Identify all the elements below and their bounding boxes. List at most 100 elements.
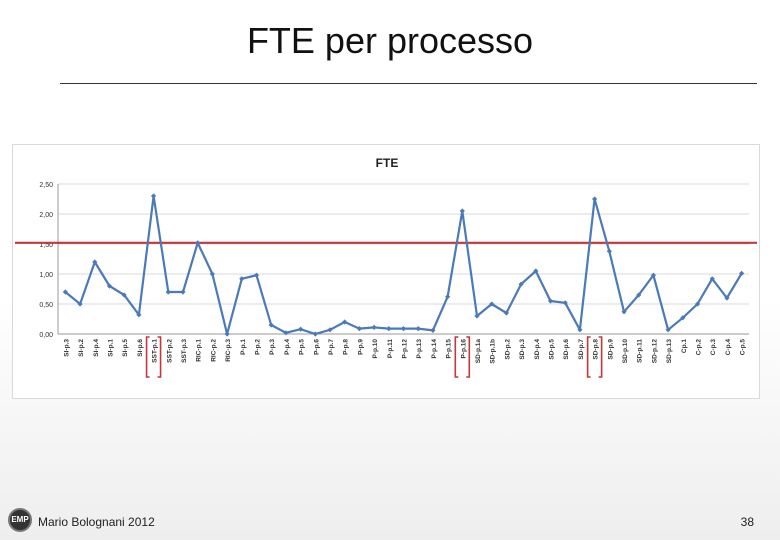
y-tick-label: 0,00 bbox=[39, 332, 53, 339]
data-point bbox=[400, 326, 407, 332]
x-tick-label: RIC-p.3 bbox=[225, 339, 232, 362]
data-point bbox=[268, 322, 274, 328]
x-tick-label: P-p.1 bbox=[240, 339, 247, 355]
x-tick-label: C-p.3 bbox=[710, 339, 717, 356]
x-tick-label: SST-p.1 bbox=[152, 339, 159, 363]
y-tick-label: 1,50 bbox=[39, 242, 53, 249]
x-tick-label: P-p.14 bbox=[431, 339, 438, 359]
x-tick-label: C-p.2 bbox=[696, 339, 703, 356]
x-tick-label: P-p.2 bbox=[254, 339, 261, 355]
page-number: 38 bbox=[740, 515, 754, 529]
x-tick-label: SD-p.3 bbox=[519, 339, 526, 360]
data-point bbox=[371, 324, 377, 330]
data-point bbox=[62, 289, 68, 295]
x-tick-label: SD-p.8 bbox=[593, 339, 600, 360]
y-tick-label: 0,50 bbox=[39, 302, 53, 309]
data-point bbox=[592, 196, 598, 202]
series-points bbox=[62, 193, 745, 337]
data-point bbox=[106, 283, 113, 289]
x-tick-label: SD-p.9 bbox=[607, 339, 614, 360]
y-tick-label: 1,00 bbox=[39, 272, 53, 279]
series-line-layer bbox=[64, 194, 743, 336]
x-tick-label: SI-p.4 bbox=[93, 339, 100, 357]
x-tick-label: Cp.1 bbox=[681, 339, 688, 353]
x-tick-label: SD-p.13 bbox=[666, 339, 673, 364]
x-tick-label: P-p.10 bbox=[372, 339, 379, 359]
data-point bbox=[533, 268, 539, 274]
fte-chart: FTE 0,00 0,50 1,00 1,50 2,00 2,50 SI-p.3 SI-p.… bbox=[12, 144, 760, 399]
y-axis-ticks: 0,00 0,50 1,00 1,50 2,00 2,50 bbox=[39, 182, 53, 339]
emp-logo: EMP bbox=[8, 508, 32, 532]
x-tick-label: SD-p.12 bbox=[651, 339, 658, 364]
x-tick-label: SD-p.6 bbox=[563, 339, 570, 360]
highlight-bracket-right bbox=[598, 336, 603, 378]
x-tick-label: RIC-p.2 bbox=[210, 339, 217, 362]
data-point bbox=[312, 331, 318, 337]
data-point bbox=[386, 326, 392, 332]
x-tick-label: SI-p.3 bbox=[63, 339, 70, 357]
highlight-bracket-left bbox=[145, 336, 150, 378]
x-tick-label: SD-p.7 bbox=[578, 339, 585, 360]
highlight-bracket-left bbox=[586, 336, 591, 378]
data-point bbox=[606, 248, 612, 254]
x-tick-label: SD-p.5 bbox=[549, 339, 556, 360]
data-point bbox=[165, 289, 171, 295]
data-point bbox=[489, 301, 495, 307]
x-tick-label: SI-p.5 bbox=[122, 339, 129, 357]
series-line bbox=[64, 194, 743, 336]
data-point bbox=[415, 326, 421, 332]
title-divider bbox=[60, 83, 757, 84]
chart-canvas: FTE 0,000,501,001,502,002,50 SI-p.3 SI-p.… bbox=[15, 156, 757, 378]
x-tick-label: P-p.9 bbox=[357, 339, 364, 355]
highlight-bracket-right bbox=[157, 336, 162, 378]
data-point bbox=[283, 330, 289, 336]
data-point bbox=[224, 331, 230, 337]
x-tick-label: P-p.12 bbox=[402, 339, 409, 359]
data-point bbox=[665, 327, 671, 333]
x-tick-label: SD-p.1a bbox=[475, 339, 482, 364]
x-tick-label: SI-p.2 bbox=[78, 339, 85, 357]
x-tick-label: SD-p.1b bbox=[490, 339, 497, 364]
data-point bbox=[503, 310, 510, 316]
data-point bbox=[77, 301, 83, 307]
data-point bbox=[680, 315, 686, 321]
x-tick-label: SD-p.4 bbox=[534, 339, 541, 360]
x-tick-label: SST-p.2 bbox=[166, 339, 173, 363]
gridlines bbox=[57, 183, 749, 335]
data-point bbox=[547, 298, 554, 304]
x-tick-label: SD-p.2 bbox=[504, 339, 511, 360]
data-point bbox=[694, 301, 701, 307]
data-point bbox=[650, 272, 657, 278]
data-point bbox=[92, 259, 98, 265]
x-tick-label: P-p.15 bbox=[446, 339, 453, 359]
x-tick-label: P-p.6 bbox=[313, 339, 320, 355]
y-tick-label: 2,50 bbox=[39, 182, 53, 189]
x-tick-label: P-p.7 bbox=[328, 339, 335, 355]
data-point bbox=[636, 292, 642, 298]
data-point bbox=[562, 300, 568, 306]
x-tick-label: P-p.4 bbox=[284, 339, 291, 355]
x-tick-label: SD-p.10 bbox=[622, 339, 629, 364]
x-tick-label: C-p.5 bbox=[740, 339, 747, 356]
data-point bbox=[577, 327, 583, 333]
footer-author: Mario Bolognani 2012 bbox=[38, 515, 155, 529]
x-tick-label: SST-p.3 bbox=[181, 339, 188, 363]
data-point bbox=[150, 193, 157, 199]
data-point bbox=[136, 312, 142, 318]
data-point bbox=[121, 292, 127, 298]
chart-title: FTE bbox=[376, 156, 399, 170]
x-tick-label: P-p.5 bbox=[299, 339, 306, 355]
data-point bbox=[180, 289, 186, 295]
highlight-brackets bbox=[145, 336, 603, 378]
x-tick-label: SI-p.6 bbox=[137, 339, 144, 357]
data-point bbox=[327, 327, 333, 333]
highlight-bracket-left bbox=[454, 336, 459, 378]
data-point bbox=[621, 309, 627, 315]
x-tick-label: RIC-p.1 bbox=[196, 339, 203, 362]
data-point bbox=[253, 272, 260, 278]
x-tick-label: P-p.3 bbox=[269, 339, 276, 355]
data-point bbox=[724, 295, 730, 301]
x-tick-label: SD-p.11 bbox=[637, 339, 644, 363]
x-tick-label: P-p.11 bbox=[387, 339, 394, 359]
x-tick-label: P-p.8 bbox=[343, 339, 350, 355]
